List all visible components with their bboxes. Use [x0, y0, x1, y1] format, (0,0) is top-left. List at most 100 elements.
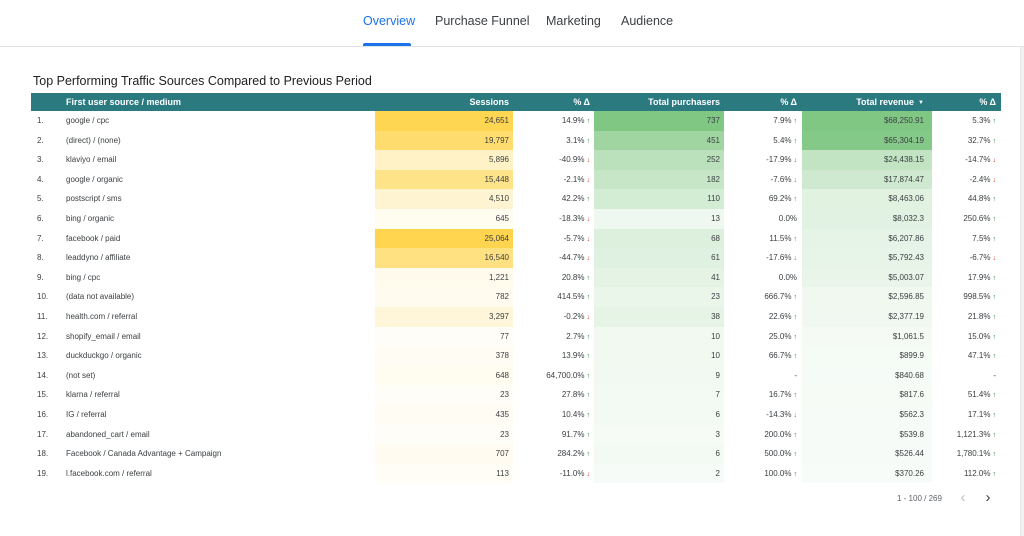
tab-overview[interactable]: Overview	[363, 14, 416, 28]
header-revenue[interactable]: Total revenue ▼	[802, 93, 924, 111]
heatmap-cell-bg	[802, 404, 932, 425]
header-revenue-delta[interactable]: % Δ	[979, 97, 996, 107]
purchasers-delta: -17.9% ↓	[724, 150, 797, 170]
arrow-up-icon: ↑	[586, 392, 591, 400]
arrow-up-icon: ↑	[793, 196, 798, 204]
table-row[interactable]: 11. health.com / referral 3,297 -0.2% ↓ 38 22.…	[31, 306, 1001, 327]
source-medium: postscript / sms	[66, 194, 122, 204]
revenue-delta-value: 17.9%	[967, 272, 991, 282]
purchasers-delta: 7.9% ↑	[724, 111, 797, 131]
table-row[interactable]: 18. Facebook / Canada Advantage + Campaig…	[31, 444, 1001, 464]
purchasers-delta-value: 100.0%	[764, 468, 792, 478]
purchasers-delta-value: 0.0%	[778, 272, 797, 282]
table-row[interactable]: 14. (not set) 648 64,700.0% ↑ 9 - $840.68 -	[31, 365, 1001, 386]
revenue-delta: 17.9% ↑	[924, 268, 996, 288]
table-row[interactable]: 10. (data not available) 782 414.5% ↑ 23 666.7…	[31, 287, 1001, 307]
table-row[interactable]: 16. IG / referral 435 10.4% ↑ 6 -14.3% ↓ $562.3 1…	[31, 404, 1001, 425]
sessions-delta-value: 42.2%	[561, 194, 585, 204]
tab-marketing[interactable]: Marketing	[546, 14, 601, 28]
arrow-up-icon: ↑	[586, 137, 591, 145]
table-row[interactable]: 9. bing / cpc 1,221 20.8% ↑ 41 0.0% $5,003.07 17…	[31, 267, 1001, 288]
purchasers-delta-value: 0.0%	[778, 213, 797, 223]
header-sessions[interactable]: Sessions	[469, 97, 509, 107]
row-number: 5.	[37, 194, 44, 204]
sessions-value: 23	[500, 390, 509, 400]
source-medium: bing / organic	[66, 213, 115, 223]
purchasers-delta-value: 5.4%	[773, 135, 792, 145]
heatmap-cell-bg	[375, 424, 513, 445]
purchasers-delta: 16.7% ↑	[724, 385, 797, 405]
revenue-delta-value: -2.4%	[969, 174, 991, 184]
sessions-delta-value: 13.9%	[561, 351, 585, 361]
table-row[interactable]: 1. google / cpc 24,651 14.9% ↑ 737 7.9% ↑ $68,25…	[31, 111, 1001, 131]
arrow-up-icon: ↑	[992, 118, 997, 125]
heatmap-cell-bg	[802, 385, 932, 405]
revenue-delta-value: 15.0%	[967, 331, 991, 341]
arrow-up-icon: ↑	[586, 118, 591, 125]
sessions-delta: 14.9% ↑	[513, 111, 590, 131]
heatmap-cell-bg	[375, 287, 513, 307]
arrow-up-icon: ↑	[586, 294, 591, 302]
sessions-delta: -44.7% ↓	[513, 248, 590, 268]
heatmap-cell-bg	[802, 444, 932, 464]
sessions-value: 16,540	[484, 253, 509, 263]
arrow-up-icon: ↑	[992, 451, 997, 459]
header-purchasers-delta[interactable]: % Δ	[780, 97, 797, 107]
source-medium: abandoned_cart / email	[66, 429, 150, 439]
sessions-delta: 284.2% ↑	[513, 444, 590, 464]
row-number: 18.	[37, 449, 49, 459]
arrow-up-icon: ↑	[793, 451, 798, 459]
source-medium: google / cpc	[66, 116, 110, 125]
sessions-delta-value: 414.5%	[557, 292, 585, 302]
arrow-up-icon: ↑	[793, 294, 798, 302]
table-row[interactable]: 7. facebook / paid 25,064 -5.7% ↓ 68 11.5% ↑ $6,…	[31, 228, 1001, 249]
header-sessions-delta[interactable]: % Δ	[573, 97, 590, 107]
heatmap-cell-bg	[375, 326, 513, 347]
scrollbar-track[interactable]	[1020, 47, 1024, 536]
heatmap-cell-bg	[594, 287, 724, 307]
heatmap-cell-bg	[802, 208, 932, 229]
revenue-delta: 998.5% ↑	[924, 287, 996, 307]
purchasers-delta: -7.6% ↓	[724, 170, 797, 190]
tab-audience[interactable]: Audience	[621, 14, 674, 28]
heatmap-cell-bg	[802, 346, 932, 366]
row-number: 15.	[37, 390, 49, 400]
purchasers-delta: 0.0%	[724, 209, 797, 229]
table-row[interactable]: 4. google / organic 15,448 -2.1% ↓ 182 -7.6% ↓ $…	[31, 169, 1001, 190]
table-row[interactable]: 17. abandoned_cart / email 23 91.7% ↑ 3 200.0%…	[31, 424, 1001, 445]
table-row[interactable]: 6. bing / organic 645 -18.3% ↓ 13 0.0% $8,032.3…	[31, 208, 1001, 229]
sessions-value: 3,297	[488, 311, 509, 321]
traffic-sources-table: First user source / medium Sessions % Δ …	[31, 93, 1001, 484]
purchasers-value: 38	[711, 311, 720, 321]
arrow-up-icon: ↑	[586, 431, 591, 439]
source-medium: duckduckgo / organic	[66, 351, 142, 361]
table-row[interactable]: 13. duckduckgo / organic 378 13.9% ↑ 10 66.7% ↑…	[31, 346, 1001, 366]
table-row[interactable]: 8. leaddyno / affiliate 16,540 -44.7% ↓ 61 -17…	[31, 248, 1001, 268]
row-number: 14.	[37, 370, 49, 380]
header-purchasers[interactable]: Total purchasers	[648, 97, 720, 107]
purchasers-delta: 100.0% ↑	[724, 464, 797, 484]
sessions-value: 648	[495, 370, 509, 380]
table-row[interactable]: 19. l.facebook.com / referral 113 -11.0% ↓ 2 1…	[31, 463, 1001, 484]
tab-purchase-funnel[interactable]: Purchase Funnel	[435, 14, 530, 28]
heatmap-cell-bg	[375, 404, 513, 425]
arrow-down-icon: ↓	[586, 470, 591, 478]
revenue-delta-value: 47.1%	[967, 351, 991, 361]
arrow-up-icon: ↑	[793, 118, 798, 125]
arrow-up-icon: ↑	[586, 372, 591, 380]
chevron-left-icon[interactable]: ‹	[960, 489, 966, 506]
sessions-delta: 10.4% ↑	[513, 405, 590, 425]
revenue-value: $5,003.07	[888, 272, 924, 282]
source-medium: l.facebook.com / referral	[66, 468, 152, 478]
heatmap-cell-bg	[594, 444, 724, 464]
table-row[interactable]: 5. postscript / sms 4,510 42.2% ↑ 110 69.2% ↑ $8…	[31, 189, 1001, 209]
chevron-right-icon[interactable]: ›	[985, 489, 991, 506]
revenue-value: $2,596.85	[888, 292, 924, 302]
table-row[interactable]: 3. klaviyo / email 5,896 -40.9% ↓ 252 -17.9% ↓ $…	[31, 150, 1001, 170]
table-row[interactable]: 2. (direct) / (none) 19,797 3.1% ↑ 451 5.4% ↑ $6…	[31, 130, 1001, 151]
header-source[interactable]: First user source / medium	[66, 97, 182, 107]
table-row[interactable]: 15. klarna / referral 23 27.8% ↑ 7 16.7% ↑ $817.…	[31, 385, 1001, 405]
table-row[interactable]: 12. shopify_email / email 77 2.7% ↑ 10 25.0% ↑ $…	[31, 326, 1001, 347]
revenue-delta: -6.7% ↓	[924, 248, 996, 268]
arrow-down-icon: ↓	[793, 176, 798, 184]
